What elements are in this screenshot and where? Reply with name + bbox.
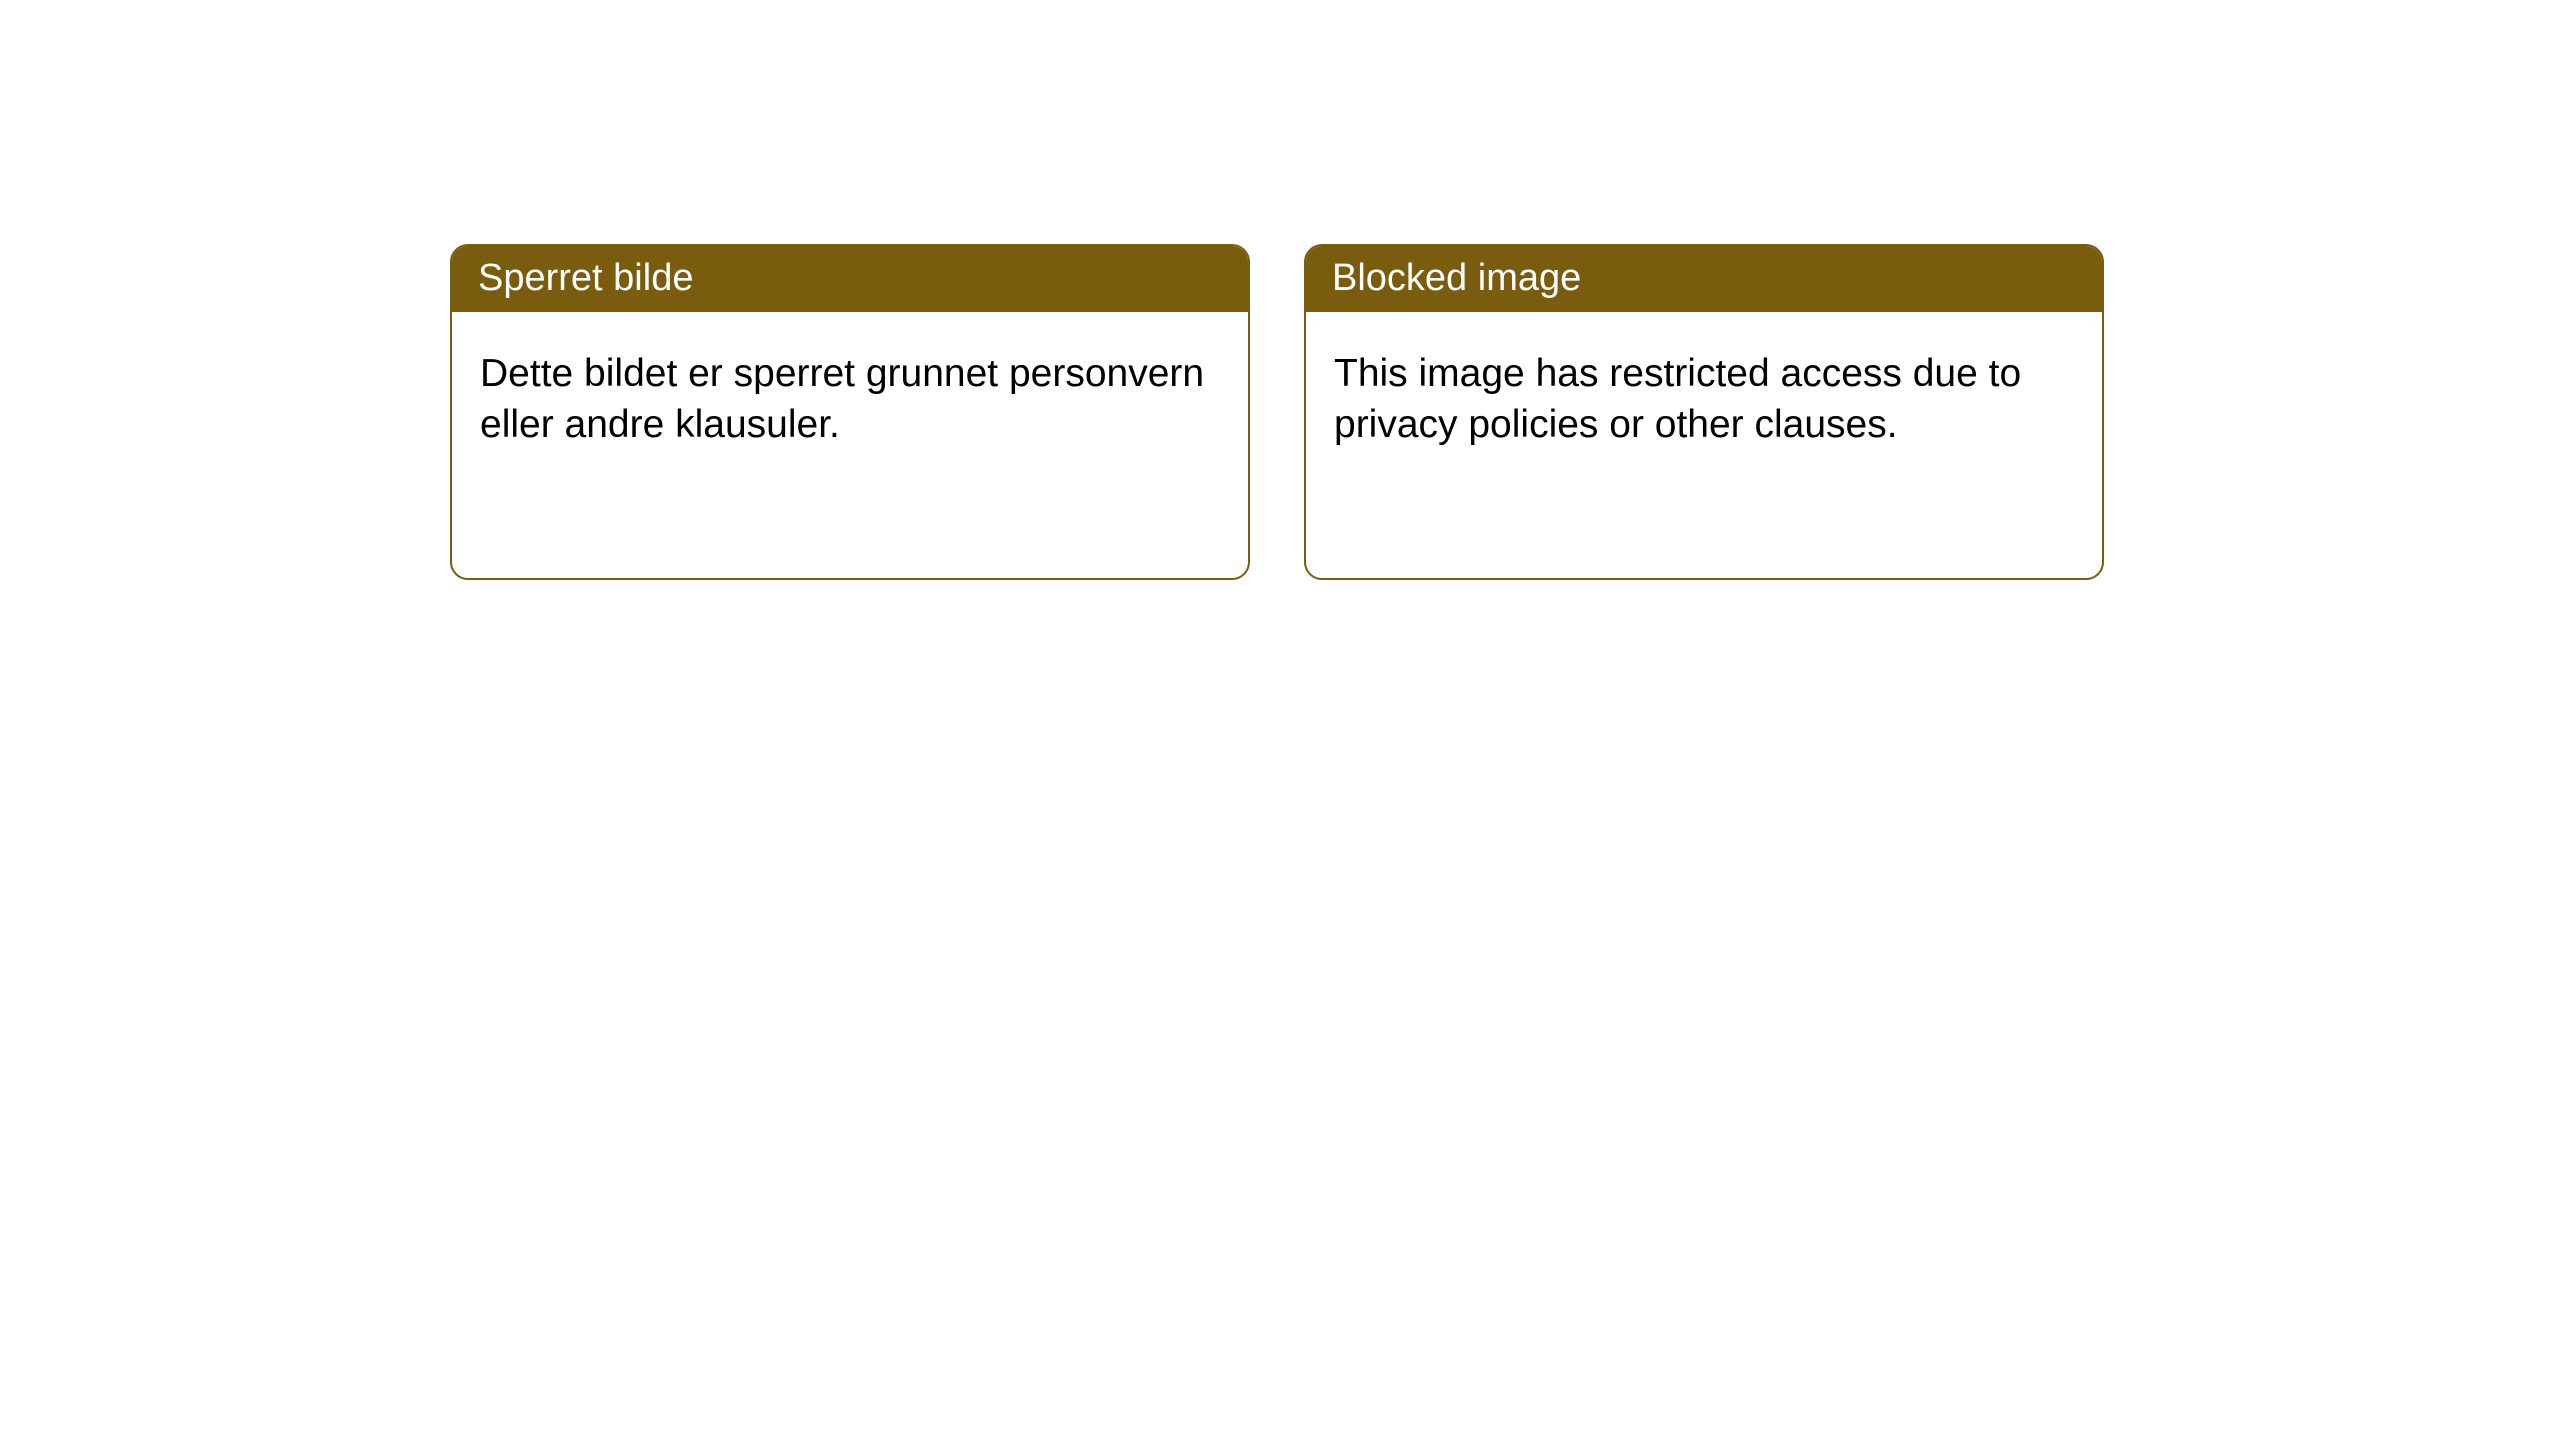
notice-title: Blocked image (1306, 246, 2102, 312)
notice-body: Dette bildet er sperret grunnet personve… (452, 312, 1248, 487)
notice-box-norwegian: Sperret bilde Dette bildet er sperret gr… (450, 244, 1250, 580)
notice-title: Sperret bilde (452, 246, 1248, 312)
notice-container: Sperret bilde Dette bildet er sperret gr… (450, 244, 2104, 580)
notice-body: This image has restricted access due to … (1306, 312, 2102, 487)
notice-box-english: Blocked image This image has restricted … (1304, 244, 2104, 580)
